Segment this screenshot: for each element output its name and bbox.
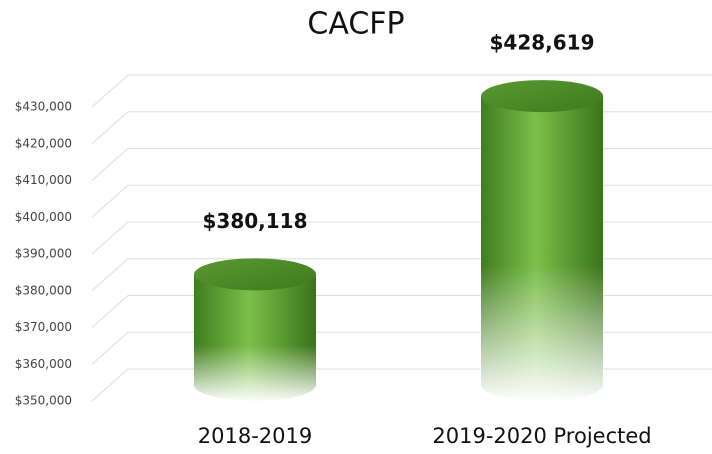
y-tick-label: $360,000 — [15, 357, 72, 371]
chart-title: CACFP — [307, 7, 404, 42]
grid-line — [91, 111, 712, 145]
grid-line — [91, 184, 712, 218]
y-tick-label: $410,000 — [15, 173, 72, 187]
y-tick-label: $430,000 — [15, 100, 72, 114]
bar — [480, 80, 604, 404]
bar-part — [480, 96, 604, 404]
grid-line — [91, 295, 712, 328]
grid-line — [91, 74, 712, 108]
grid-line — [91, 221, 712, 255]
y-tick-label: $400,000 — [15, 210, 72, 224]
x-tick-label: 2019-2020 Projected — [432, 424, 651, 448]
grid-line — [91, 258, 712, 292]
data-label: $428,619 — [489, 31, 594, 55]
x-tick-label: 2018-2019 — [198, 424, 312, 448]
bar-part — [193, 274, 317, 403]
data-label: $380,118 — [202, 209, 307, 233]
bar — [193, 258, 317, 403]
y-tick-label: $350,000 — [15, 394, 72, 408]
y-tick-label: $370,000 — [15, 320, 72, 334]
y-tick-label: $420,000 — [15, 136, 72, 150]
y-tick-label: $380,000 — [15, 283, 72, 297]
grid-line — [91, 331, 712, 365]
y-tick-label: $390,000 — [15, 247, 72, 261]
grid-line — [91, 148, 712, 181]
grid-line — [91, 368, 712, 402]
